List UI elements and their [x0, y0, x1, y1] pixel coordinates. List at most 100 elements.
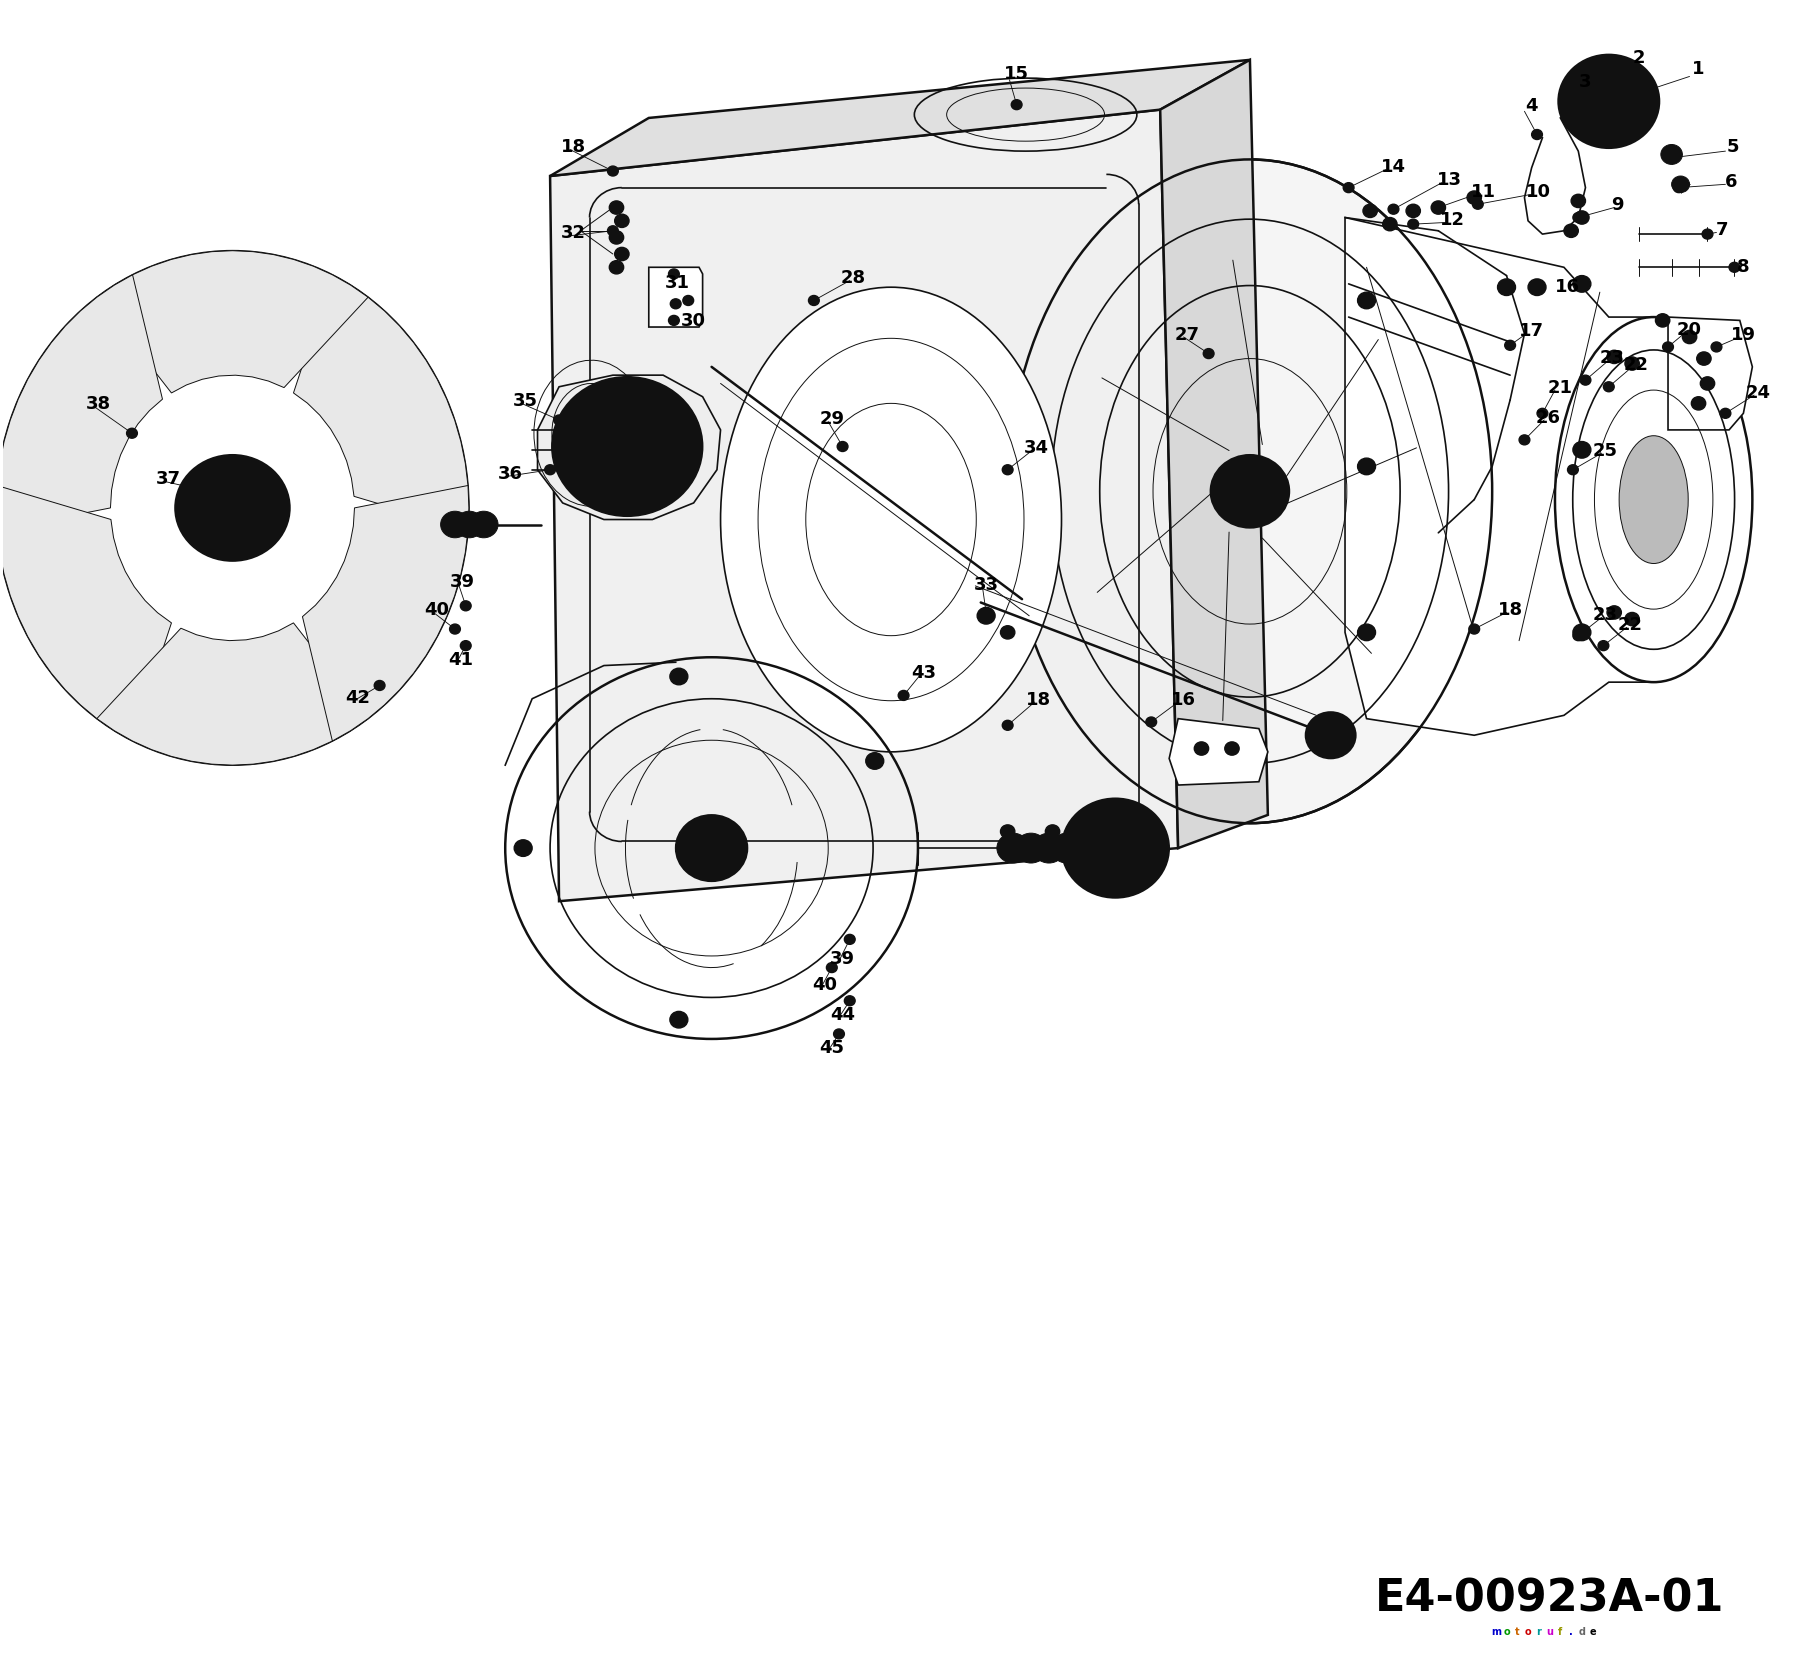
Circle shape — [1001, 626, 1015, 639]
Circle shape — [668, 316, 679, 326]
Circle shape — [1343, 183, 1354, 193]
Circle shape — [578, 401, 677, 494]
Text: 37: 37 — [155, 469, 180, 488]
Circle shape — [455, 513, 484, 539]
Text: 11: 11 — [1471, 183, 1496, 201]
Text: 39: 39 — [830, 948, 855, 967]
Circle shape — [1609, 97, 1620, 106]
Circle shape — [1575, 211, 1589, 225]
Circle shape — [833, 1030, 844, 1040]
Circle shape — [695, 834, 727, 864]
Text: 5: 5 — [1726, 138, 1739, 156]
Circle shape — [1672, 176, 1690, 193]
Circle shape — [1003, 466, 1013, 476]
Circle shape — [1595, 88, 1624, 115]
Circle shape — [1559, 57, 1660, 148]
Circle shape — [614, 248, 628, 261]
Circle shape — [1363, 205, 1377, 218]
Text: 18: 18 — [562, 138, 587, 156]
Circle shape — [614, 215, 628, 228]
Circle shape — [1062, 799, 1170, 899]
Circle shape — [1573, 624, 1591, 641]
Text: 30: 30 — [680, 313, 706, 329]
Text: 33: 33 — [974, 576, 999, 594]
Circle shape — [1357, 624, 1375, 641]
Text: 12: 12 — [1440, 211, 1465, 230]
Text: 22: 22 — [1624, 356, 1649, 373]
Circle shape — [448, 519, 463, 532]
Text: 15: 15 — [1004, 65, 1030, 83]
Circle shape — [1692, 398, 1706, 411]
Polygon shape — [1669, 318, 1753, 431]
Circle shape — [1667, 153, 1678, 163]
Polygon shape — [97, 251, 367, 394]
Circle shape — [1528, 280, 1546, 296]
Polygon shape — [302, 486, 468, 742]
Polygon shape — [1345, 218, 1654, 735]
Circle shape — [374, 681, 385, 691]
Circle shape — [1604, 383, 1615, 393]
Text: 16: 16 — [1172, 691, 1195, 709]
Text: 14: 14 — [1381, 158, 1406, 176]
Text: m: m — [1490, 1626, 1501, 1636]
Polygon shape — [97, 624, 367, 765]
Text: 16: 16 — [1555, 278, 1580, 296]
Circle shape — [1015, 834, 1048, 864]
Circle shape — [450, 624, 461, 634]
Text: 17: 17 — [1519, 323, 1544, 339]
Text: 22: 22 — [1618, 616, 1643, 634]
Circle shape — [1091, 825, 1105, 839]
Circle shape — [1568, 466, 1579, 476]
Text: 8: 8 — [1737, 258, 1750, 276]
Circle shape — [1683, 331, 1697, 344]
Circle shape — [826, 963, 837, 973]
Text: 20: 20 — [1678, 321, 1703, 338]
Circle shape — [175, 456, 290, 562]
Circle shape — [1656, 314, 1670, 328]
Circle shape — [1730, 263, 1741, 273]
Circle shape — [670, 1012, 688, 1028]
Text: 3: 3 — [1579, 73, 1591, 92]
Circle shape — [1573, 631, 1584, 641]
Circle shape — [1598, 88, 1609, 98]
Circle shape — [1697, 353, 1712, 366]
Text: 27: 27 — [1175, 326, 1199, 343]
Circle shape — [477, 519, 491, 532]
Text: 32: 32 — [562, 225, 587, 243]
Circle shape — [1202, 349, 1213, 359]
Circle shape — [463, 519, 477, 532]
Text: d: d — [1579, 1626, 1586, 1636]
Circle shape — [608, 231, 623, 245]
Circle shape — [1564, 225, 1579, 238]
Circle shape — [1571, 195, 1586, 208]
Text: 45: 45 — [819, 1038, 844, 1057]
Circle shape — [898, 691, 909, 701]
Circle shape — [1210, 456, 1289, 529]
Text: 29: 29 — [819, 409, 844, 428]
Circle shape — [1012, 100, 1022, 110]
Text: 7: 7 — [1715, 221, 1728, 240]
Circle shape — [1382, 218, 1397, 231]
Circle shape — [1573, 443, 1591, 459]
Circle shape — [1712, 343, 1723, 353]
Circle shape — [608, 226, 617, 236]
Circle shape — [977, 607, 995, 624]
Text: 19: 19 — [1732, 326, 1755, 343]
Circle shape — [1703, 230, 1714, 240]
Circle shape — [1607, 351, 1622, 364]
Circle shape — [515, 840, 533, 857]
Circle shape — [1577, 73, 1642, 131]
Circle shape — [1406, 205, 1420, 218]
Circle shape — [1193, 742, 1208, 755]
Text: 44: 44 — [830, 1005, 855, 1023]
Text: 38: 38 — [85, 394, 110, 413]
Circle shape — [1625, 612, 1640, 626]
Text: 34: 34 — [1024, 438, 1049, 456]
Text: f: f — [1559, 1626, 1562, 1636]
Circle shape — [1573, 276, 1591, 293]
Circle shape — [1532, 130, 1543, 140]
Circle shape — [1661, 145, 1683, 165]
Text: 21: 21 — [1548, 378, 1573, 396]
Circle shape — [981, 607, 992, 617]
Text: 39: 39 — [450, 572, 475, 591]
